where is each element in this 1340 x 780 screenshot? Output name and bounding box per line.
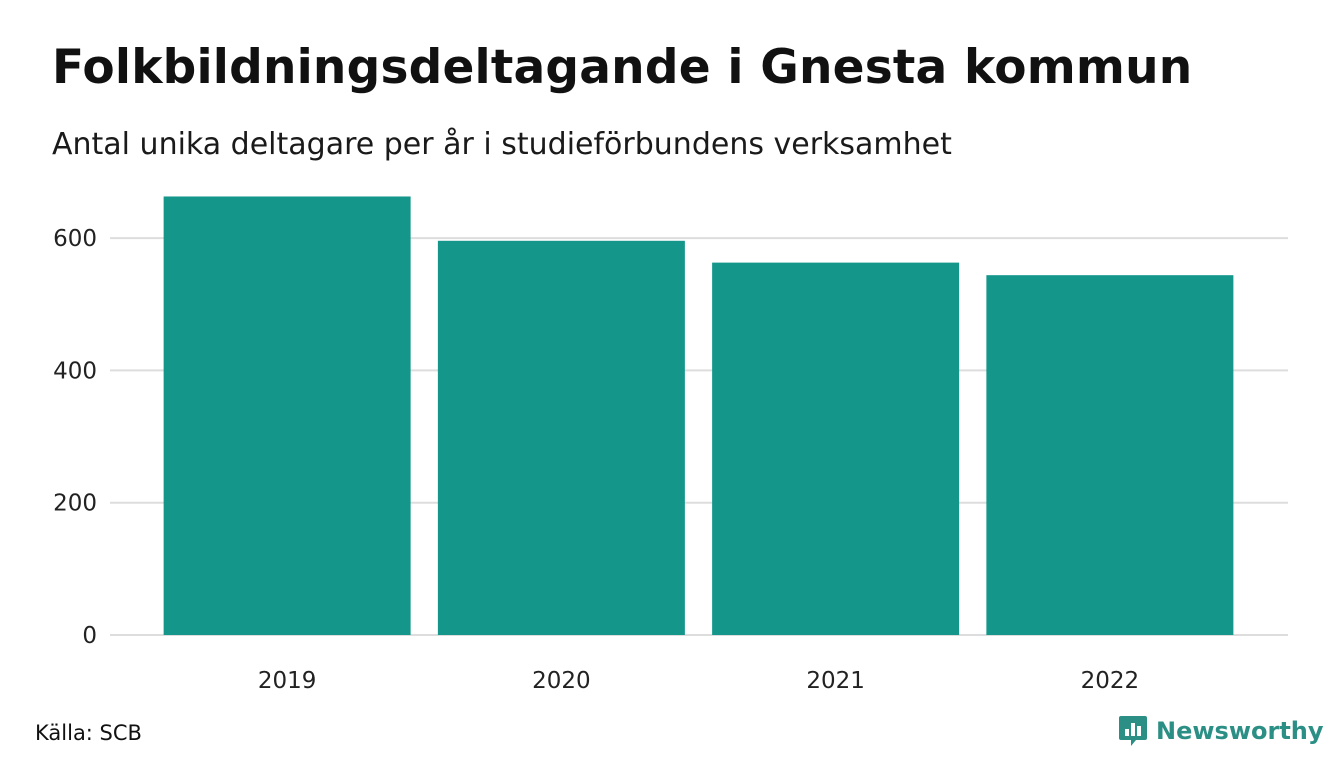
y-tick-label: 200 <box>53 491 97 517</box>
brand-name: Newsworthy <box>1156 717 1324 745</box>
y-axis-ticks: 0 200 400 600 <box>53 226 97 649</box>
y-tick-label: 600 <box>53 226 97 252</box>
y-tick-label: 400 <box>53 358 97 384</box>
chart-subtitle: Antal unika deltagare per år i studieför… <box>52 127 952 162</box>
x-axis-ticks: 2019 2020 2021 2022 <box>258 668 1139 694</box>
bars <box>163 196 1234 636</box>
x-tick-label: 2019 <box>258 668 317 694</box>
brand-logo: Newsworthy <box>1118 714 1324 748</box>
newsworthy-logo-icon <box>1119 716 1147 746</box>
bar-2019 <box>163 196 411 636</box>
x-tick-label: 2022 <box>1081 668 1140 694</box>
x-tick-label: 2021 <box>806 668 865 694</box>
x-tick-label: 2020 <box>532 668 591 694</box>
bar-2020 <box>437 240 685 635</box>
y-tick-label: 0 <box>82 623 97 649</box>
chart-title: Folkbildningsdeltagande i Gnesta kommun <box>52 40 1193 95</box>
bar-2021 <box>712 262 960 635</box>
source-note: Källa: SCB <box>35 721 142 745</box>
bar-2022 <box>986 275 1234 635</box>
